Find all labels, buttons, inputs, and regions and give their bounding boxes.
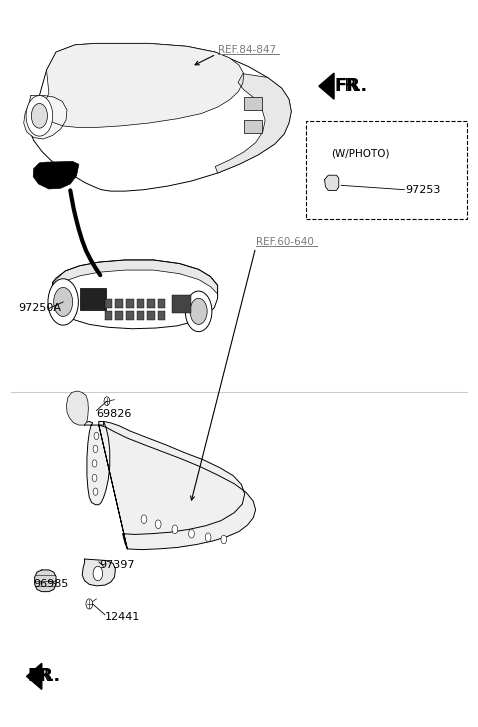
Bar — [147, 299, 155, 308]
Circle shape — [141, 515, 147, 523]
Bar — [147, 311, 155, 320]
Polygon shape — [215, 74, 291, 173]
Circle shape — [26, 95, 53, 136]
Bar — [137, 299, 144, 308]
Circle shape — [172, 525, 178, 534]
Text: 96985: 96985 — [34, 579, 69, 589]
Polygon shape — [319, 73, 334, 99]
Circle shape — [86, 599, 93, 609]
Circle shape — [205, 533, 211, 542]
Polygon shape — [33, 161, 79, 189]
Text: 97253: 97253 — [405, 185, 441, 195]
Polygon shape — [28, 44, 291, 191]
Circle shape — [185, 291, 212, 332]
Bar — [105, 311, 112, 320]
Bar — [244, 120, 262, 133]
Circle shape — [54, 287, 73, 316]
Text: FR.: FR. — [28, 667, 55, 686]
Polygon shape — [85, 422, 110, 505]
Bar — [158, 299, 165, 308]
Polygon shape — [66, 391, 88, 425]
Bar — [116, 299, 123, 308]
Polygon shape — [34, 570, 56, 592]
Text: 69826: 69826 — [97, 409, 132, 419]
Bar — [305, 121, 467, 219]
Text: (W/PHOTO): (W/PHOTO) — [331, 148, 389, 158]
Circle shape — [190, 298, 207, 324]
Circle shape — [155, 520, 161, 529]
Circle shape — [48, 278, 78, 325]
Text: FR.: FR. — [28, 667, 61, 686]
Circle shape — [92, 474, 97, 481]
Text: 97250A: 97250A — [18, 303, 61, 313]
Text: FR.: FR. — [334, 77, 367, 95]
Bar — [116, 311, 123, 320]
Polygon shape — [44, 44, 244, 127]
Polygon shape — [51, 260, 217, 329]
Circle shape — [94, 433, 99, 440]
Polygon shape — [99, 422, 256, 550]
Text: 97397: 97397 — [99, 560, 134, 570]
Text: REF.84-847: REF.84-847 — [217, 45, 276, 55]
Bar — [158, 311, 165, 320]
Circle shape — [104, 397, 110, 406]
Bar — [244, 97, 262, 110]
Bar — [126, 299, 133, 308]
Polygon shape — [24, 95, 67, 139]
Circle shape — [93, 566, 103, 581]
Bar — [126, 311, 133, 320]
Polygon shape — [82, 559, 116, 586]
Text: 12441: 12441 — [105, 612, 141, 622]
Polygon shape — [27, 663, 42, 689]
Circle shape — [189, 529, 195, 538]
Polygon shape — [325, 175, 339, 190]
Text: REF.60-640: REF.60-640 — [256, 237, 314, 247]
Circle shape — [221, 535, 227, 544]
Circle shape — [93, 446, 98, 453]
Polygon shape — [53, 260, 217, 294]
Circle shape — [92, 459, 97, 467]
Bar — [80, 288, 106, 310]
Text: FR.: FR. — [334, 77, 362, 95]
Bar — [137, 311, 144, 320]
Circle shape — [93, 488, 98, 495]
Circle shape — [32, 103, 47, 128]
Bar — [105, 299, 112, 308]
Bar — [173, 294, 192, 313]
